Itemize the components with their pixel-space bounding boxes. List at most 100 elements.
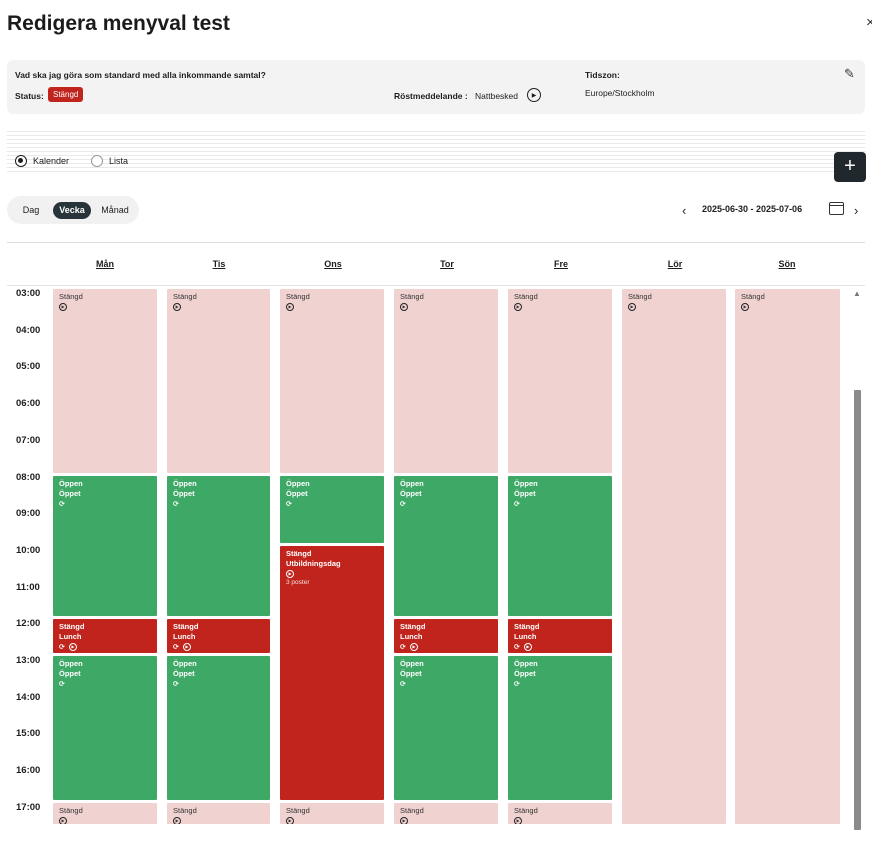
status-badge: Stängd [48,87,84,102]
event-label: Öppet [59,669,81,678]
time-label: 10:00 [16,544,41,556]
play-icon: ▶ [514,303,522,311]
prev-week-icon[interactable]: ‹ [682,203,687,218]
event-label: Stängd [400,292,424,301]
closed-hours-block[interactable]: Stängd ▶ [53,802,157,824]
closed-hours-block[interactable]: Stängd ▶ [53,289,157,474]
play-icon[interactable]: ▶ [527,88,541,102]
event-label: Stängd [286,292,310,301]
repeat-icon: ⟳ [514,501,520,509]
play-icon: ▶ [400,303,408,311]
closed-hours-block[interactable]: Stängd ▶ [167,802,270,824]
play-icon: ▶ [523,643,532,652]
closed-hours-block[interactable]: Stängd ▶ [508,289,612,474]
event-label: Öppen [59,659,83,668]
event-label: Öppet [173,489,195,499]
next-week-icon[interactable]: › [854,203,859,218]
closed-event-block[interactable]: Stängd Lunch ⟳ ▶ [394,619,498,653]
play-icon: ▶ [68,643,77,652]
event-icons: ⟳ [400,500,492,510]
closed-hours-block[interactable]: Stängd ▶ [280,289,384,474]
closed-hours-block[interactable]: Stängd ▶ [735,289,840,824]
day-header-sun[interactable]: Sön [778,259,796,269]
closed-hours-block[interactable]: Stängd ▶ [508,802,612,824]
closed-hours-block[interactable]: Stängd ▶ [394,802,498,824]
day-header-thu[interactable]: Tor [440,259,454,269]
play-icon: ▶ [182,643,191,652]
repeat-icon: ⟳ [514,644,520,652]
radio-selected-icon[interactable] [15,155,27,167]
play-icon: ▶ [59,303,67,311]
open-hours-block[interactable]: Öppen Öppet ⟳ [394,476,498,617]
radio-unselected-icon[interactable] [91,155,103,167]
day-header-mon[interactable]: Mån [96,259,114,269]
divider-stripes [7,128,865,172]
open-hours-block[interactable]: Öppen Öppet ⟳ [280,476,384,543]
event-label: Öppen [400,479,424,489]
scrollbar[interactable]: ▲ [853,289,861,830]
event-icons: ⟳ [173,680,264,690]
closed-hours-block[interactable]: Stängd ▶ [167,289,270,474]
closed-hours-block[interactable]: Stängd ▶ [622,289,726,824]
time-label: 05:00 [16,361,41,373]
repeat-icon: ⟳ [286,501,292,509]
day-header-wed[interactable]: Ons [324,259,342,269]
event-icons: ⟳ [286,500,378,510]
repeat-icon: ⟳ [59,501,65,509]
open-hours-block[interactable]: Öppen Öppet ⟳ [53,656,157,800]
status-label: Status: [15,91,44,101]
closed-event-block[interactable]: Stängd Lunch ⟳ ▶ [508,619,612,653]
open-hours-block[interactable]: Öppen Öppet ⟳ [167,656,270,800]
play-icon: ▶ [286,303,294,311]
event-icons: ▶ [514,303,606,311]
event-icons: ▶ [400,303,492,311]
play-icon: ▶ [173,816,181,824]
event-label: Stängd [173,805,197,815]
event-label: Stängd [59,292,83,301]
day-header-tue[interactable]: Tis [212,259,226,269]
time-label: 04:00 [16,324,41,336]
pencil-icon[interactable]: ✎ [844,66,855,81]
open-hours-block[interactable]: Öppen Öppet ⟳ [167,476,270,617]
closed-event-block[interactable]: Stängd Lunch ⟳ ▶ [53,619,157,653]
radio-list[interactable]: Lista [91,155,128,167]
event-label: Öppen [286,479,310,489]
mode-month[interactable]: Månad [101,205,129,215]
event-label: Stängd [628,292,652,301]
mode-day[interactable]: Dag [22,205,40,215]
scroll-up-icon[interactable]: ▲ [853,289,861,298]
event-icons: ▶ [173,816,264,824]
closed-hours-block[interactable]: Stängd ▶ [280,802,384,824]
scrollbar-thumb[interactable] [854,390,861,830]
radio-list-label: Lista [109,156,129,166]
calendar-icon[interactable] [829,202,844,215]
open-hours-block[interactable]: Öppen Öppet ⟳ [508,656,612,800]
time-label: 11:00 [16,581,40,593]
mode-week[interactable]: Vecka [53,202,91,219]
time-label: 06:00 [16,398,41,410]
repeat-icon: ⟳ [173,681,179,688]
time-label: 08:00 [16,471,41,483]
closed-hours-block[interactable]: Stängd ▶ [394,289,498,474]
closed-event-block[interactable]: Stängd Lunch ⟳ ▶ [167,619,270,653]
event-label: Öppen [514,659,538,668]
event-label: Stängd [514,292,538,301]
day-header-sat[interactable]: Lör [667,259,683,269]
open-hours-block[interactable]: Öppen Öppet ⟳ [53,476,157,617]
add-button[interactable]: + [834,152,866,182]
radio-calendar[interactable]: Kalender [15,155,69,167]
event-label: Öppet [514,669,536,678]
day-header-fri[interactable]: Fre [553,259,568,269]
open-hours-block[interactable]: Öppen Öppet ⟳ [508,476,612,617]
repeat-icon: ⟳ [400,644,406,652]
event-label: Stängd [59,805,83,815]
closed-event-block[interactable]: Stängd Utbildningsdag ▶ 3 poster [280,545,384,800]
view-mode-switch: Dag Vecka Månad [7,196,139,224]
event-label: Öppet [173,669,195,678]
open-hours-block[interactable]: Öppen Öppet ⟳ [394,656,498,800]
timezone-value: Europe/Stockholm [585,88,655,98]
close-icon[interactable]: × [866,14,872,31]
event-icons: ▶ [400,816,492,824]
event-label: Öppet [400,669,422,678]
event-label: Lunch [400,632,423,642]
